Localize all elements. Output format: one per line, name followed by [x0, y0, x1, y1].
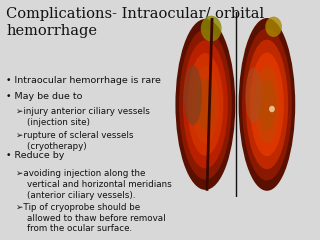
Ellipse shape: [192, 66, 219, 143]
Text: • Reduce by: • Reduce by: [6, 151, 65, 160]
Text: ➢rupture of scleral vessels
    (cryotherapy): ➢rupture of scleral vessels (cryotherapy…: [16, 131, 133, 150]
Text: • Intraocular hemorrhage is rare: • Intraocular hemorrhage is rare: [6, 76, 161, 85]
Ellipse shape: [196, 79, 214, 130]
Ellipse shape: [265, 17, 282, 37]
Text: ➢injury anterior ciliary vessels
    (injection site): ➢injury anterior ciliary vessels (inject…: [16, 107, 150, 126]
Text: ➢Tip of cryoprobe should be
    allowed to thaw before removal
    from the ocul: ➢Tip of cryoprobe should be allowed to t…: [16, 203, 166, 233]
Ellipse shape: [201, 16, 222, 42]
Ellipse shape: [269, 106, 275, 112]
Text: ➢avoiding injection along the
    vertical and horizontal meridians
    (anterio: ➢avoiding injection along the vertical a…: [16, 169, 172, 200]
Ellipse shape: [254, 66, 280, 143]
Text: Complications- Intraocular/ orbital
hemorrhage: Complications- Intraocular/ orbital hemo…: [6, 7, 265, 38]
Ellipse shape: [239, 18, 295, 191]
Ellipse shape: [183, 40, 228, 168]
Ellipse shape: [188, 53, 223, 156]
Ellipse shape: [242, 28, 292, 180]
Ellipse shape: [250, 53, 284, 156]
Ellipse shape: [184, 65, 202, 125]
Ellipse shape: [246, 40, 288, 169]
Text: • May be due to: • May be due to: [6, 92, 83, 101]
Ellipse shape: [175, 19, 235, 190]
Ellipse shape: [245, 67, 262, 123]
Ellipse shape: [259, 78, 276, 130]
Ellipse shape: [179, 29, 232, 180]
